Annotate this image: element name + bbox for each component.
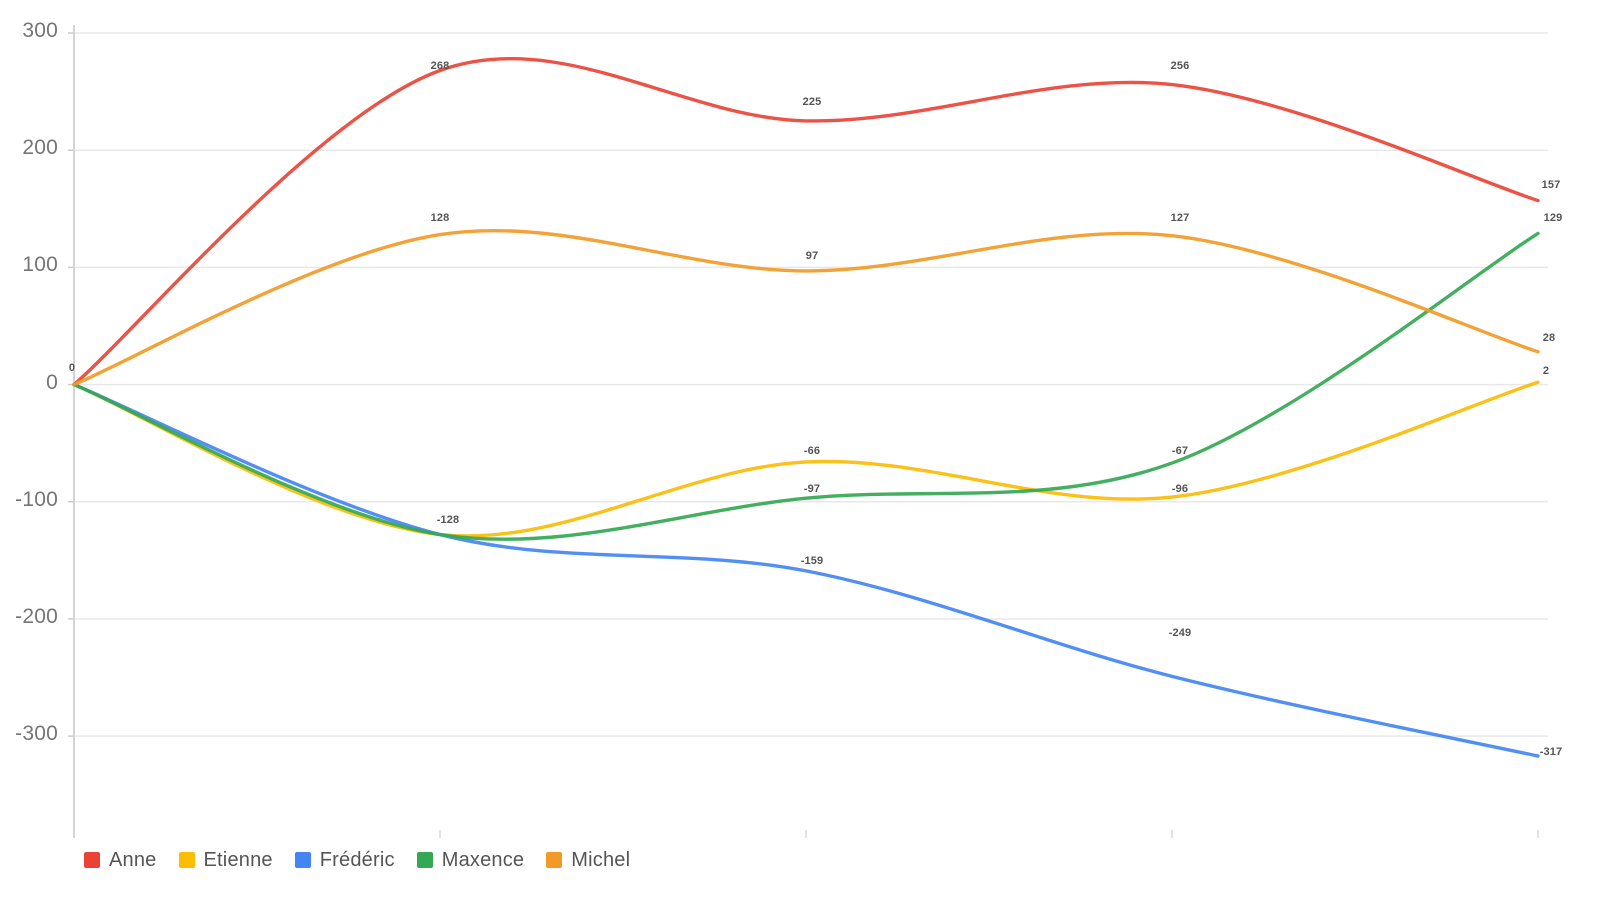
legend-item-label: Maxence xyxy=(441,848,525,871)
series-line-maxence[interactable] xyxy=(72,231,1540,541)
legend-item-frdric[interactable]: Frédéric xyxy=(294,848,395,872)
axis-lines-group xyxy=(68,25,1539,838)
legend-item-label: Michel xyxy=(571,848,631,871)
legend-color-swatch-icon xyxy=(546,852,563,868)
y-axis-tick-label-3: 0 xyxy=(46,370,58,394)
legend-item-michel[interactable]: Michel xyxy=(546,849,630,872)
legend-color-swatch-icon xyxy=(84,852,100,868)
y-axis-tick-label-0: 300 xyxy=(22,19,58,42)
data-point-label: -128 xyxy=(436,514,460,526)
data-point-label: 97 xyxy=(805,250,819,262)
data-point-label: 28 xyxy=(1542,332,1556,344)
data-point-label: -159 xyxy=(800,555,824,567)
y-axis-tick-label-5: -200 xyxy=(15,604,58,628)
data-point-label: 128 xyxy=(430,212,450,224)
y-axis-tick-label-4: -100 xyxy=(15,487,58,511)
legend-item-etienne[interactable]: Etienne xyxy=(178,848,273,872)
chart-legend: Anne Etienne Frédéric Maxence Michel xyxy=(84,848,652,872)
data-point-label: 0 xyxy=(68,362,76,374)
data-point-label: -317 xyxy=(1539,746,1563,758)
data-point-label: 225 xyxy=(802,96,822,108)
legend-color-swatch-icon xyxy=(294,852,311,868)
series-lines-group xyxy=(72,56,1540,758)
legend-item-label: Frédéric xyxy=(319,848,395,871)
data-point-label: -66 xyxy=(803,445,821,457)
data-point-label: 129 xyxy=(1543,212,1563,224)
data-point-label: -96 xyxy=(1171,483,1189,495)
data-point-label: -97 xyxy=(803,483,821,495)
y-axis-tick-label-2: 100 xyxy=(22,253,58,277)
legend-color-swatch-icon xyxy=(178,852,195,868)
series-line-etienne[interactable] xyxy=(72,380,1540,538)
legend-item-label: Anne xyxy=(109,848,157,871)
gridlines-group xyxy=(74,32,1548,737)
data-point-label: 157 xyxy=(1541,179,1561,191)
series-line-anne[interactable] xyxy=(72,56,1540,387)
y-axis-tick-label-6: -300 xyxy=(15,722,58,746)
series-line-michel[interactable] xyxy=(72,228,1540,387)
data-point-label: -249 xyxy=(1168,627,1192,639)
legend-item-maxence[interactable]: Maxence xyxy=(416,848,525,872)
legend-color-swatch-icon xyxy=(416,852,433,868)
y-axis-tick-label-1: 200 xyxy=(22,136,58,160)
data-point-label: 256 xyxy=(1170,60,1190,72)
legend-item-label: Etienne xyxy=(203,848,273,871)
data-point-label: 268 xyxy=(430,60,450,72)
data-point-label: 2 xyxy=(1542,365,1550,377)
legend-item-anne[interactable]: Anne xyxy=(84,849,157,872)
data-point-label: -67 xyxy=(1171,445,1189,457)
series-line-frdric[interactable] xyxy=(72,382,1540,758)
data-point-label: 127 xyxy=(1170,212,1190,224)
